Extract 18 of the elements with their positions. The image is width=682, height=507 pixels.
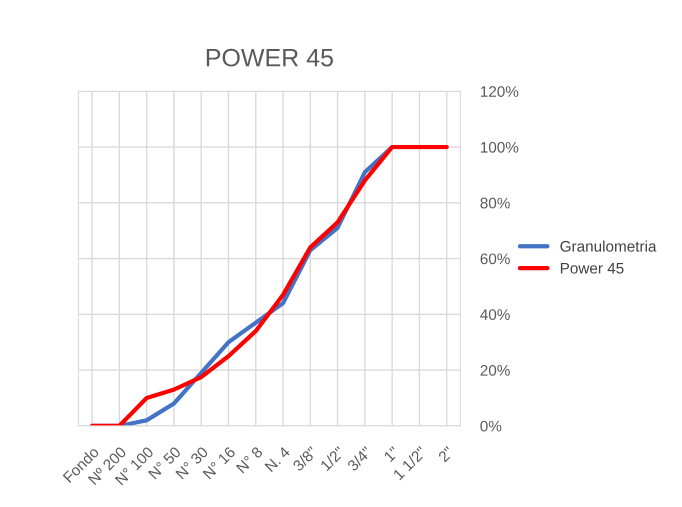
x-tick-label: 2" (438, 446, 454, 462)
x-tick-label: 1" (384, 446, 400, 462)
line-series (90, 144, 449, 426)
x-tick-label: N° 8 (236, 446, 264, 474)
y-tick-label: 80% (480, 198, 510, 208)
x-tick-label: 3/8" (292, 446, 318, 472)
x-tick-label: N. 4 (264, 446, 291, 472)
x-tick-label: 3/4" (346, 446, 372, 472)
legend-label: Granulometria (560, 240, 656, 252)
y-tick-label: 40% (480, 309, 510, 320)
y-tick-label: 20% (480, 364, 510, 376)
y-tick-label: 120% (480, 86, 518, 97)
chart-title: POWER 45 (206, 48, 333, 67)
legend-label: Power 45 (560, 262, 624, 274)
y-tick-label: 100% (480, 142, 518, 153)
y-tick-label: 60% (480, 253, 510, 264)
x-tick-label: 1/2" (320, 446, 346, 472)
y-tick-label: 0% (480, 420, 502, 432)
